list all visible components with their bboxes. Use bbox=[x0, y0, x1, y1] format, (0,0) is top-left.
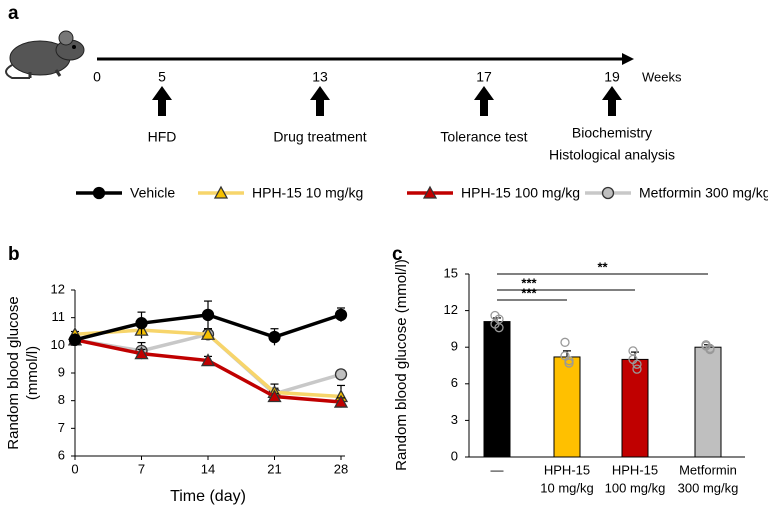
x-tick-label: 14 bbox=[201, 461, 215, 476]
marker bbox=[267, 389, 282, 403]
legend-label: Metformin 300 mg/kg bbox=[639, 185, 768, 201]
data-point bbox=[564, 355, 574, 366]
legend-label: HPH-15 100 mg/kg bbox=[461, 185, 580, 201]
event-label: Biochemistry bbox=[572, 125, 652, 141]
marker bbox=[601, 186, 615, 200]
y-tick-label: 9 bbox=[58, 364, 65, 379]
marker bbox=[92, 186, 106, 200]
marker bbox=[213, 185, 229, 199]
bar bbox=[553, 356, 581, 458]
y-tick-label: 11 bbox=[52, 309, 66, 324]
x-tick-label: 28 bbox=[334, 461, 348, 476]
x-tick-label: 0 bbox=[71, 461, 78, 476]
y-axis-title: (mmol/l) bbox=[24, 346, 41, 400]
marker bbox=[268, 330, 281, 344]
data-point bbox=[560, 337, 570, 347]
marker bbox=[134, 346, 149, 360]
event-arrow bbox=[602, 86, 622, 116]
event-label: Histological analysis bbox=[549, 147, 675, 163]
marker bbox=[200, 353, 216, 367]
data-point bbox=[632, 359, 642, 369]
y-tick-label: 9 bbox=[451, 339, 458, 354]
timeline-tick-label: 19 bbox=[604, 69, 620, 85]
marker bbox=[68, 333, 82, 346]
bar bbox=[694, 346, 722, 458]
x-tick-label: 10 mg/kg bbox=[540, 480, 593, 495]
y-tick-label: 12 bbox=[51, 281, 65, 296]
timeline-tick-label: 17 bbox=[476, 69, 492, 85]
x-tick-label: HPH-15 bbox=[544, 462, 590, 477]
marker bbox=[200, 326, 216, 340]
x-tick-label: Metformin bbox=[679, 462, 737, 477]
x-tick-label: 7 bbox=[138, 461, 145, 476]
x-tick-label: 300 mg/kg bbox=[678, 480, 739, 495]
significance-label: *** bbox=[521, 285, 537, 300]
y-tick-label: 6 bbox=[451, 375, 458, 390]
marker bbox=[334, 368, 348, 381]
event-arrow bbox=[152, 86, 172, 116]
legend-label: HPH-15 10 mg/kg bbox=[252, 185, 363, 201]
marker bbox=[334, 308, 348, 322]
y-tick-label: 0 bbox=[451, 448, 458, 463]
y-tick-label: 6 bbox=[58, 447, 65, 462]
mouse-icon bbox=[5, 30, 85, 79]
marker bbox=[201, 308, 215, 322]
y-axis-title: Random blood glucose bbox=[5, 296, 22, 449]
bar bbox=[621, 358, 649, 458]
event-label: HFD bbox=[148, 129, 177, 145]
marker bbox=[333, 394, 349, 408]
data-point bbox=[564, 358, 574, 368]
x-tick-label: — bbox=[491, 462, 504, 477]
legend-label: Vehicle bbox=[130, 185, 175, 201]
panel-label: a bbox=[8, 3, 19, 24]
y-axis-title: Random blood glucose (mmol/l) bbox=[393, 259, 410, 471]
event-arrow bbox=[310, 86, 330, 116]
timeline-unit: Weeks bbox=[642, 69, 682, 84]
timeline-tick-label: 13 bbox=[312, 69, 328, 85]
data-point bbox=[632, 364, 642, 374]
marker bbox=[135, 317, 148, 330]
data-point bbox=[628, 346, 638, 356]
timeline-tick-label: 0 bbox=[93, 69, 101, 85]
event-arrow bbox=[474, 86, 494, 116]
timeline-arrowhead bbox=[622, 53, 634, 65]
x-tick-label: 21 bbox=[267, 461, 281, 476]
panel-label: c bbox=[392, 244, 403, 265]
y-tick-label: 8 bbox=[58, 392, 65, 407]
significance-label: *** bbox=[521, 275, 537, 290]
data-point bbox=[705, 344, 715, 355]
y-tick-label: 7 bbox=[58, 420, 65, 435]
y-tick-label: 10 bbox=[51, 337, 65, 352]
x-tick-label: 100 mg/kg bbox=[605, 480, 666, 495]
bar bbox=[483, 321, 511, 458]
y-tick-label: 3 bbox=[451, 412, 458, 427]
event-label: Drug treatment bbox=[273, 129, 366, 145]
x-axis-title: Time (day) bbox=[170, 488, 246, 505]
timeline-tick-label: 5 bbox=[158, 69, 166, 85]
significance-label: ** bbox=[597, 259, 608, 274]
data-point bbox=[494, 314, 504, 324]
y-tick-label: 15 bbox=[444, 265, 458, 280]
panel-label: b bbox=[8, 244, 20, 265]
y-tick-label: 12 bbox=[444, 302, 458, 317]
marker bbox=[422, 185, 438, 199]
event-label: Tolerance test bbox=[440, 129, 527, 145]
x-tick-label: HPH-15 bbox=[612, 462, 658, 477]
